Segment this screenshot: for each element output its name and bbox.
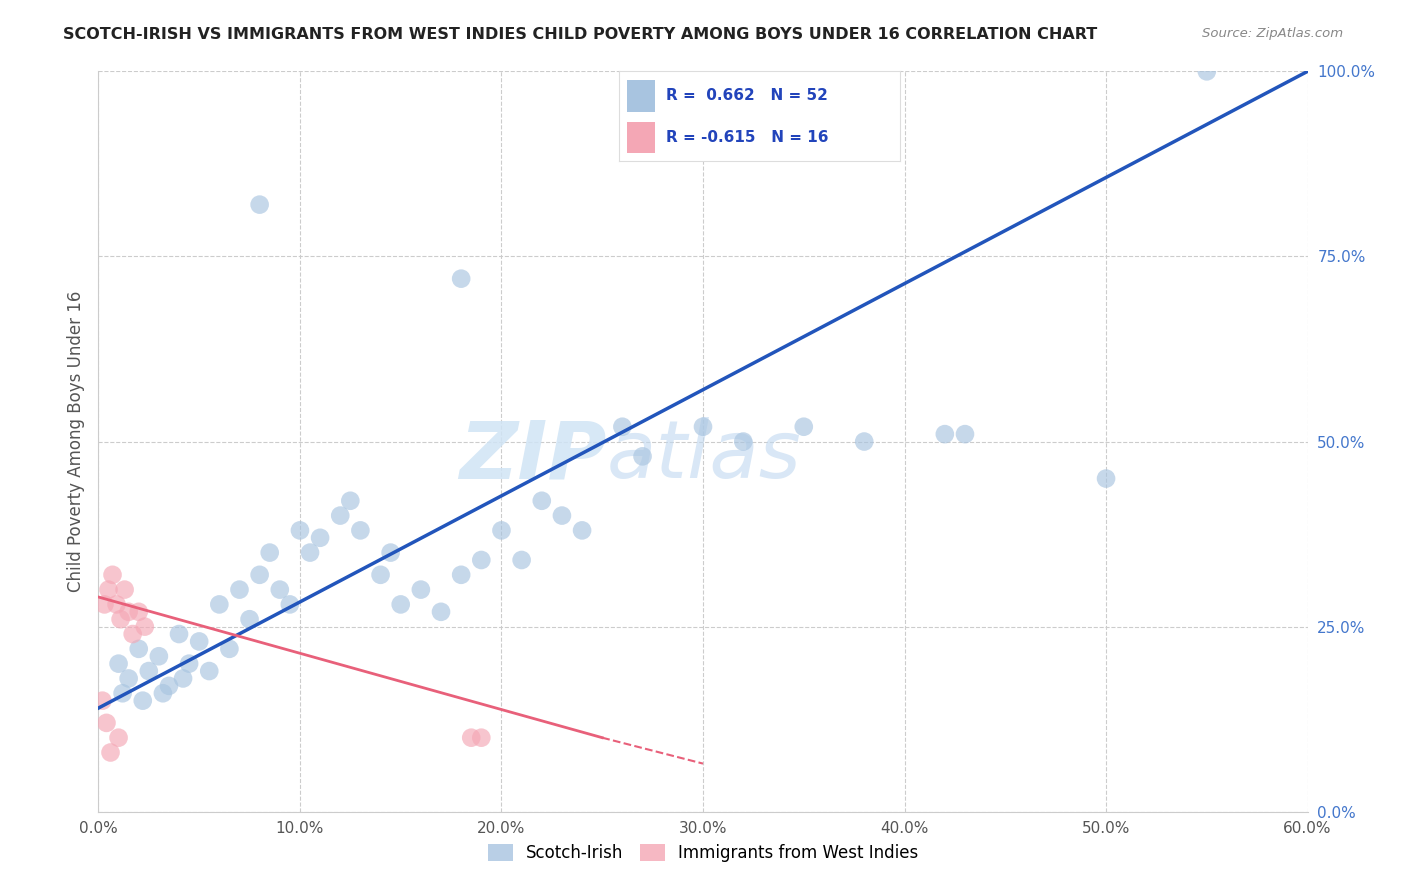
Point (370, 567, 392, 582)
Text: R = -0.615   N = 16: R = -0.615 N = 16 (666, 130, 830, 145)
Point (259, 546, 281, 560)
Point (91, 694, 114, 708)
Point (380, 546, 402, 560)
Text: Source: ZipAtlas.com: Source: ZipAtlas.com (1202, 27, 1343, 40)
Point (329, 508, 352, 523)
Point (249, 567, 271, 582)
Point (118, 605, 141, 619)
Point (198, 664, 221, 678)
Point (172, 672, 194, 686)
Point (853, 434, 876, 449)
Point (228, 582, 250, 597)
Point (470, 731, 492, 745)
Y-axis label: Child Poverty Among Boys Under 16: Child Poverty Among Boys Under 16 (66, 291, 84, 592)
Point (1195, 64, 1218, 78)
Point (530, 493, 553, 508)
Point (430, 605, 453, 619)
Point (339, 493, 361, 508)
Point (157, 679, 180, 693)
Legend: Scotch-Irish, Immigrants from West Indies: Scotch-Irish, Immigrants from West Indie… (479, 835, 927, 870)
Point (239, 612, 262, 626)
Point (101, 567, 124, 582)
Point (107, 657, 129, 671)
Point (105, 598, 128, 612)
Point (114, 582, 136, 597)
Point (571, 524, 593, 538)
Point (299, 546, 322, 560)
Point (118, 672, 141, 686)
Point (953, 427, 976, 442)
Point (733, 434, 755, 449)
Point (491, 524, 513, 538)
Point (97, 582, 120, 597)
Point (128, 605, 150, 619)
Point (551, 508, 574, 523)
Point (692, 419, 714, 434)
Point (152, 686, 174, 700)
Point (612, 419, 634, 434)
Point (450, 271, 472, 285)
Point (278, 598, 301, 612)
Point (107, 731, 129, 745)
Point (208, 598, 231, 612)
Point (470, 553, 492, 567)
Text: SCOTCH-IRISH VS IMMIGRANTS FROM WEST INDIES CHILD POVERTY AMONG BOYS UNDER 16 CO: SCOTCH-IRISH VS IMMIGRANTS FROM WEST IND… (63, 27, 1098, 42)
Point (93, 598, 115, 612)
Point (934, 427, 956, 442)
Point (309, 531, 332, 545)
Point (111, 686, 134, 700)
Point (460, 731, 482, 745)
FancyBboxPatch shape (627, 122, 655, 153)
Point (409, 582, 432, 597)
Point (121, 627, 143, 641)
Point (510, 553, 533, 567)
Point (138, 664, 160, 678)
Point (134, 619, 156, 633)
Point (1095, 472, 1118, 486)
Point (132, 694, 155, 708)
Point (128, 641, 150, 656)
Point (218, 641, 240, 656)
Point (349, 524, 371, 538)
Point (110, 612, 132, 626)
Point (100, 746, 122, 760)
Point (148, 649, 170, 664)
Text: ZIP: ZIP (458, 417, 606, 495)
FancyBboxPatch shape (627, 80, 655, 112)
Text: R =  0.662   N = 52: R = 0.662 N = 52 (666, 88, 828, 103)
Point (188, 634, 211, 648)
Point (288, 524, 311, 538)
Point (167, 627, 190, 641)
Point (249, 197, 271, 211)
Point (179, 657, 201, 671)
Point (96, 715, 118, 730)
Point (450, 567, 472, 582)
Point (269, 582, 291, 597)
Point (631, 450, 654, 464)
Point (389, 598, 412, 612)
Text: atlas: atlas (606, 417, 801, 495)
Point (793, 419, 815, 434)
